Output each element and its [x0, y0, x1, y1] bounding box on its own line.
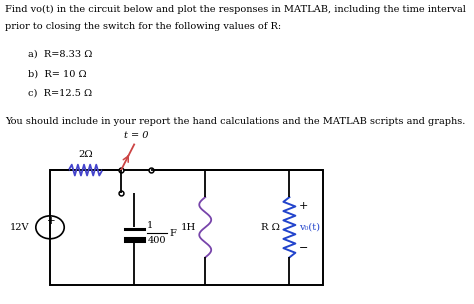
Text: a)  R=8.33 Ω: a) R=8.33 Ω: [27, 50, 92, 59]
Text: +: +: [47, 216, 56, 226]
Text: c)  R=12.5 Ω: c) R=12.5 Ω: [27, 89, 91, 98]
Text: 400: 400: [147, 236, 166, 245]
Text: +: +: [299, 201, 308, 211]
Text: t = 0: t = 0: [124, 131, 148, 140]
Bar: [50, 170, 323, 285]
Text: −: −: [299, 244, 308, 254]
Text: 2Ω: 2Ω: [78, 150, 93, 159]
Text: v₀(t): v₀(t): [299, 223, 320, 232]
Text: 1: 1: [147, 221, 154, 230]
Text: You should include in your report the hand calculations and the MATLAB scripts a: You should include in your report the ha…: [5, 117, 465, 126]
Text: 1H: 1H: [181, 223, 196, 232]
Text: Find vo(t) in the circuit below and plot the responses in MATLAB, including the : Find vo(t) in the circuit below and plot…: [5, 4, 466, 13]
Text: F: F: [169, 229, 176, 238]
Text: 12V: 12V: [10, 223, 29, 232]
Text: b)  R= 10 Ω: b) R= 10 Ω: [27, 69, 86, 78]
Text: R Ω: R Ω: [261, 223, 280, 232]
Text: prior to closing the switch for the following values of R:: prior to closing the switch for the foll…: [5, 22, 281, 32]
